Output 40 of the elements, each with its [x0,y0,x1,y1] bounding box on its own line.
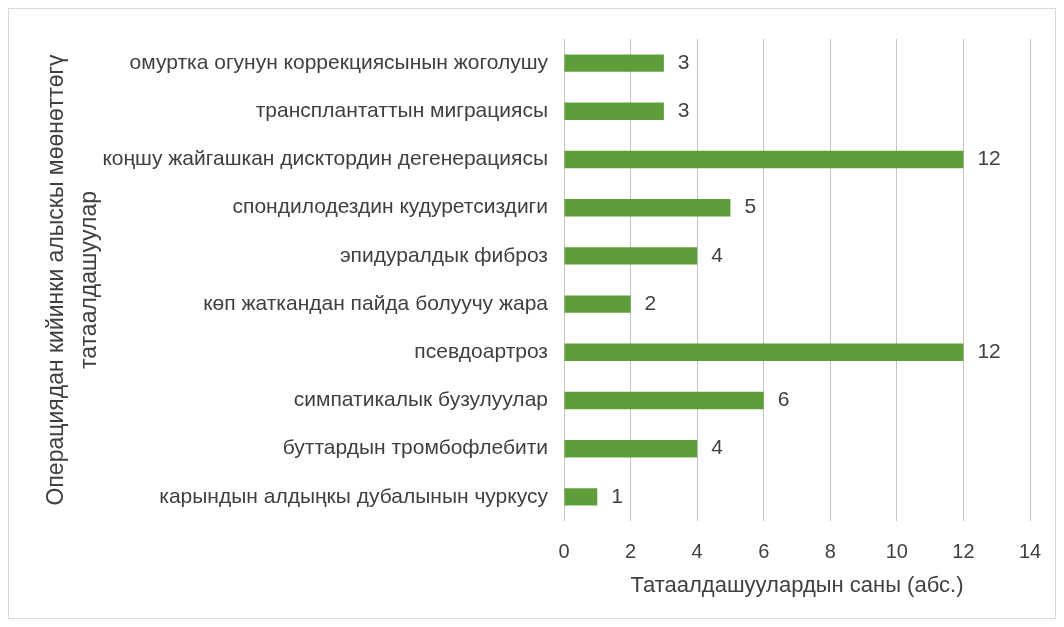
y-tick-label: коңшу жайгашкан дисктордин дегенерациясы [102,146,548,170]
bar [564,150,964,169]
x-tick-label: 6 [758,539,770,562]
data-label: 12 [977,339,1001,363]
data-label: 12 [977,146,1001,170]
y-tick-label: псевдоартроз [414,339,548,363]
data-label: 6 [777,387,790,411]
bar [564,488,598,506]
data-label: 4 [711,435,724,459]
bar [564,343,964,361]
y-tick-label: симпатикалык бузулуулар [293,387,548,411]
y-axis-title: Операциядан кийинки алыскы мөөнөттөгү татаалдашуулар [42,54,102,506]
bar [564,391,764,410]
data-label: 3 [677,49,690,73]
bar [564,247,698,265]
bar [564,54,664,72]
x-tick-label: 10 [885,539,908,562]
data-label: 1 [611,483,623,507]
data-label: 2 [644,290,657,314]
y-tick-label: көп жаткандан пайда болуучу жара [203,290,549,314]
x-axis-title: Татаалдашуулардын саны (абс.) [630,571,964,597]
y-tick-label: трансплантаттын миграциясы [255,98,548,122]
y-tick-label: буттардын тромбофлебити [282,435,548,459]
bar [564,102,664,120]
bar [564,199,731,217]
y-tick-label: спондилодездин кудуретсиздиги [232,194,548,218]
x-tick-label: 0 [558,539,570,562]
x-tick-label: 14 [1018,539,1042,562]
y-tick-label: карындын алдыңкы дубалынын чуркусу [159,483,549,507]
x-tick-label: 4 [691,539,703,562]
data-label: 5 [744,194,757,218]
bar [564,295,631,313]
y-tick-label: омуртка огунун коррекциясынын жоголушу [129,49,549,73]
x-tick-label: 12 [952,539,975,562]
data-label: 3 [677,98,690,122]
bar [564,440,698,458]
x-tick-label: 2 [625,539,637,562]
data-label: 4 [711,242,724,266]
x-tick-label: 8 [824,539,836,562]
y-tick-label: эпидуралдык фиброз [339,242,548,266]
